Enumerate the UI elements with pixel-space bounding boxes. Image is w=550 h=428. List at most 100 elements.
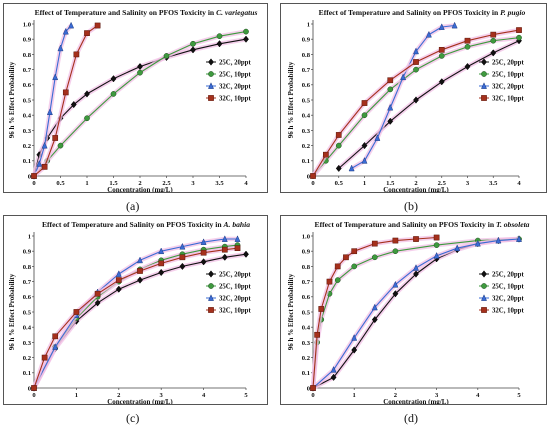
y-tick-label: 0.4 (302, 113, 311, 120)
legend-marker (481, 82, 487, 89)
data-point (41, 354, 48, 361)
data-point (351, 248, 358, 255)
x-tick-label: 0 (311, 180, 315, 187)
data-point (234, 245, 241, 252)
data-point (216, 33, 223, 40)
chart-d: Effect of Temperature and Salinity on PF… (287, 220, 530, 406)
data-point (314, 331, 320, 338)
legend-marker (481, 270, 487, 278)
y-tick-label: 1 (28, 233, 31, 240)
data-point (387, 103, 394, 111)
chart-title-text: Effect of Temperature and Salinity on PF… (315, 220, 497, 229)
legend: 25C, 20ppt 25C, 10ppt 32C, 20ppt 32C, 10ppt (479, 58, 524, 102)
series-line (33, 38, 247, 177)
data-point (158, 260, 165, 267)
legend: 25C, 20ppt 25C, 10ppt 32C, 20ppt 32C, 10ppt (206, 270, 251, 314)
series-32c-10ppt (310, 27, 522, 179)
data-point (348, 164, 355, 172)
series-line (312, 29, 520, 177)
x-axis-label: Concentration (mg/L) (383, 398, 449, 404)
data-point (392, 280, 399, 288)
y-axis-label: 96 h % Effect Probability (8, 61, 16, 138)
chart-title-species: P. pugio (500, 8, 525, 17)
series-25c-20ppt (335, 37, 522, 172)
y-tick-label: 0.9 (23, 37, 32, 44)
data-point (392, 237, 399, 244)
y-tick-label: 0.8 (302, 52, 311, 59)
data-point (371, 240, 378, 247)
series-line (33, 244, 238, 389)
series-32c-20ppt (348, 21, 458, 172)
data-point (110, 75, 117, 83)
x-tick-label: 3 (160, 392, 164, 399)
data-point (190, 46, 196, 54)
legend-label: 25C, 20ppt (219, 59, 251, 66)
series-halo (31, 36, 247, 177)
data-point (179, 254, 186, 261)
data-point (516, 235, 522, 242)
series-line (351, 24, 455, 169)
y-tick-label: 0.8 (23, 52, 32, 59)
y-tick-label: 0.3 (23, 128, 32, 135)
data-point (73, 309, 80, 315)
x-tick-label: 0 (32, 180, 36, 187)
data-point (110, 91, 117, 97)
data-point (221, 235, 228, 242)
data-point (36, 160, 43, 167)
series-halo (32, 29, 247, 178)
x-tick-label: 1.5 (386, 180, 395, 187)
series-halo (350, 23, 455, 171)
legend-label: 32C, 20ppt (492, 83, 524, 90)
y-tick-label: 0.1 (302, 370, 310, 377)
data-point (490, 49, 497, 57)
legend-label: 32C, 20ppt (219, 83, 251, 90)
y-tick-label: 0 (307, 173, 311, 180)
legend: 25C, 20ppt 25C, 10ppt 32C, 20ppt 32C, 10ppt (479, 270, 524, 314)
y-tick-label: 0.1 (23, 370, 31, 377)
legend-label: 25C, 20ppt (492, 59, 524, 66)
data-point (200, 238, 207, 245)
legend-marker (208, 294, 214, 301)
data-point (221, 246, 228, 253)
legend-label: 32C, 10ppt (219, 95, 251, 102)
legend-label: 32C, 10ppt (492, 95, 524, 102)
data-point (433, 242, 440, 248)
y-tick-label: 0.5 (302, 309, 311, 316)
data-point (392, 290, 399, 298)
legend-label: 25C, 10ppt (219, 283, 251, 290)
data-point (433, 234, 440, 241)
data-point (425, 30, 432, 38)
data-point (387, 86, 394, 93)
data-point (400, 73, 407, 81)
data-point (62, 89, 69, 96)
legend-marker (208, 58, 214, 66)
data-point (451, 21, 458, 29)
series-line (312, 37, 520, 177)
y-axis-label: 96 h % Effect Probability (8, 273, 16, 350)
data-point (361, 142, 368, 150)
data-point (190, 40, 196, 47)
data-point (464, 62, 471, 71)
x-tick-label: 2.5 (438, 180, 447, 187)
y-tick-label: 1.0 (302, 233, 311, 240)
y-tick-label: 0.9 (302, 249, 311, 256)
data-point (84, 30, 90, 36)
legend-marker (481, 283, 487, 289)
data-point (334, 277, 341, 283)
data-point (438, 53, 445, 59)
data-point (330, 373, 337, 381)
legend-marker (481, 71, 487, 77)
x-tick-label: 2 (414, 180, 418, 187)
data-point (371, 316, 378, 324)
chart-title-text: Effect of Temperature and Salinity on PF… (35, 8, 217, 17)
data-point (343, 254, 349, 261)
data-point (392, 248, 399, 255)
data-point (330, 365, 337, 373)
data-point (413, 47, 419, 55)
y-tick-label: 0.4 (302, 325, 311, 332)
y-tick-label: 0.7 (302, 67, 311, 74)
data-point (335, 142, 342, 149)
x-tick-label: 0.5 (335, 180, 344, 187)
x-tick-label: 1 (75, 392, 78, 399)
